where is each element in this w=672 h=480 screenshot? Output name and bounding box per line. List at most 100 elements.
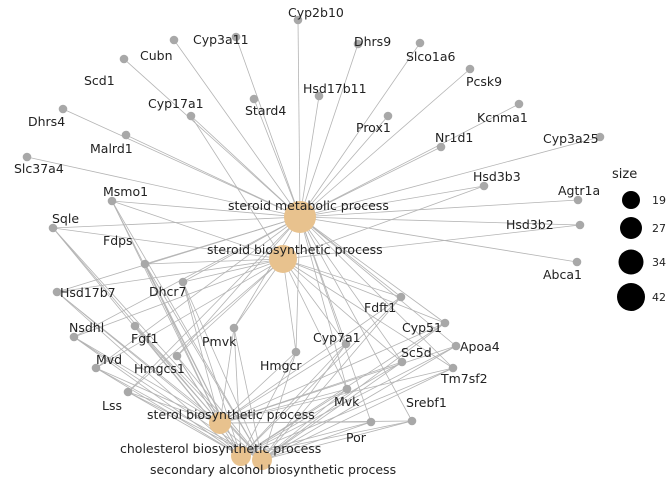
gene-node-cyp7a1[interactable]	[341, 339, 351, 349]
gene-node-slco1a6[interactable]	[415, 38, 425, 48]
gene-label-cyp51: Cyp51	[402, 320, 442, 335]
gene-node-kcnma1[interactable]	[514, 99, 524, 109]
gene-node-dhrs4[interactable]	[58, 104, 68, 114]
edge-malrd1-t1	[125, 134, 301, 218]
gene-node-slc37a4[interactable]	[22, 152, 32, 162]
gene-node-cyp2b10[interactable]	[293, 15, 303, 25]
gene-node-sc5d[interactable]	[397, 357, 407, 367]
gene-label-por: Por	[346, 430, 367, 445]
legend-label-27: 27	[652, 222, 666, 235]
gene-node-malrd1[interactable]	[121, 130, 131, 140]
gene-node-agtr1a[interactable]	[573, 195, 583, 205]
gene-node-apoa4[interactable]	[451, 341, 461, 351]
edge-fdft1-t5	[261, 296, 402, 461]
gene-node-hmgcr[interactable]	[291, 347, 301, 357]
gene-label-mvk: Mvk	[334, 394, 360, 409]
edge-apoa4-t5	[261, 345, 457, 461]
gene-label-dhcr7: Dhcr7	[149, 284, 187, 299]
edge-nsdhl-t4	[73, 336, 242, 457]
edge-fdps-t5	[144, 263, 263, 461]
edge-cyp51-t3	[219, 322, 446, 424]
legend-circle-42	[617, 283, 645, 311]
gene-node-cyp3a11[interactable]	[231, 32, 241, 42]
edge-cyp51-t1	[299, 216, 446, 324]
gene-label-nsdhl: Nsdhl	[69, 320, 104, 335]
edge-nsdhl-t2	[73, 258, 284, 338]
gene-node-dhrs9[interactable]	[353, 39, 363, 49]
gene-label-cyp17a1: Cyp17a1	[148, 96, 204, 111]
gene-label-slco1a6: Slco1a6	[406, 49, 456, 64]
gene-node-nsdhl[interactable]	[69, 332, 79, 342]
edge-mvd-t4	[95, 367, 242, 457]
edge-hsd17b7-t2	[56, 258, 284, 293]
gene-node-msmo1[interactable]	[107, 196, 117, 206]
gene-node-cubn[interactable]	[169, 35, 179, 45]
edge-sc5d-t4	[240, 361, 403, 457]
gene-label-pmvk: Pmvk	[202, 334, 237, 349]
edge-dhcr7-t2	[182, 258, 284, 283]
edge-cyp7a1-t3	[219, 343, 347, 424]
gene-node-lss[interactable]	[123, 387, 133, 397]
term-node-steroid-metabolic-process[interactable]	[284, 201, 316, 233]
gene-label-sc5d: Sc5d	[401, 345, 432, 360]
gene-node-mvd[interactable]	[91, 363, 101, 373]
edge-mvk-t1	[299, 216, 348, 390]
gene-node-hsd3b2[interactable]	[575, 220, 585, 230]
gene-node-mvk[interactable]	[342, 384, 352, 394]
edge-por-t1	[299, 216, 372, 423]
edge-tm7sf2-t1	[299, 216, 454, 369]
legend-circle-19	[622, 191, 640, 209]
gene-node-hsd3b3[interactable]	[479, 181, 489, 191]
edge-dhrs4-t1	[62, 108, 301, 218]
gene-label-cyp2b10: Cyp2b10	[288, 5, 344, 20]
edge-por-t5	[261, 421, 372, 461]
edge-hmgcr-t2	[282, 258, 297, 353]
term-label-sterol-biosynthetic-process: sterol biosynthetic process	[147, 407, 315, 422]
gene-node-fgf1[interactable]	[130, 321, 140, 331]
term-node-sterol-biosynthetic-process[interactable]	[209, 412, 231, 434]
edge-fdps-t3	[144, 263, 221, 424]
gene-node-hsd17b11[interactable]	[314, 91, 324, 101]
gene-node-stard4[interactable]	[249, 94, 259, 104]
edge-fgf1-t3	[134, 325, 221, 424]
gene-node-sqle[interactable]	[48, 223, 58, 233]
edge-agtr1a-t1	[299, 199, 579, 218]
gene-node-cyp17a1[interactable]	[186, 111, 196, 121]
edge-hsd17b7-t5	[56, 291, 263, 461]
gene-node-tm7sf2[interactable]	[448, 363, 458, 373]
gene-node-hmgcs1[interactable]	[172, 351, 182, 361]
gene-node-prox1[interactable]	[383, 111, 393, 121]
gene-node-fdft1[interactable]	[396, 292, 406, 302]
edge-cyp3a11-t1	[235, 36, 301, 218]
gene-node-srebf1[interactable]	[407, 416, 417, 426]
edge-dhcr7-t1	[182, 216, 301, 283]
gene-node-pcsk9[interactable]	[465, 64, 475, 74]
gene-label-sqle: Sqle	[52, 211, 79, 226]
gene-label-dhrs4: Dhrs4	[28, 114, 65, 129]
edge-hmgcs1-t4	[176, 355, 242, 457]
gene-label-slc37a4: Slc37a4	[14, 161, 64, 176]
gene-node-hsd17b7[interactable]	[52, 287, 62, 297]
gene-node-fdps[interactable]	[140, 259, 150, 269]
gene-label-scd1: Scd1	[84, 73, 115, 88]
gene-node-pmvk[interactable]	[229, 323, 239, 333]
edge-hmgcr-t4	[240, 351, 297, 457]
gene-node-por[interactable]	[366, 417, 376, 427]
term-node-cholesterol-biosynthetic-process[interactable]	[231, 446, 251, 466]
gene-node-cyp51[interactable]	[440, 318, 450, 328]
gene-node-nr1d1[interactable]	[436, 142, 446, 152]
edge-apoa4-t1	[299, 216, 457, 347]
gene-node-abca1[interactable]	[572, 257, 582, 267]
gene-label-stard4: Stard4	[245, 103, 286, 118]
edge-lss-t1	[127, 216, 301, 393]
term-node-layer	[209, 201, 316, 470]
edge-hmgcr-t5	[261, 351, 297, 461]
term-node-steroid-biosynthetic-process[interactable]	[269, 245, 297, 273]
edge-cyp51-t2	[282, 258, 446, 324]
term-node-secondary-alcohol-biosynthetic-process[interactable]	[252, 450, 272, 470]
gene-node-dhcr7[interactable]	[178, 277, 188, 287]
edge-fgf1-t5	[134, 325, 263, 461]
gene-node-scd1[interactable]	[119, 54, 129, 64]
gene-label-tm7sf2: Tm7sf2	[440, 371, 488, 386]
gene-node-cyp3a25[interactable]	[595, 132, 605, 142]
